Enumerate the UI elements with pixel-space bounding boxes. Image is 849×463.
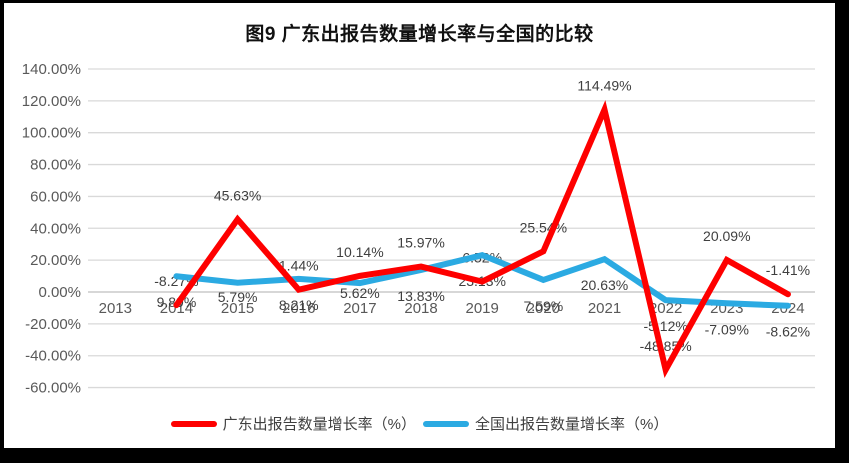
- y-axis-tick-label: 120.00%: [22, 93, 81, 110]
- data-label-national: 5.62%: [340, 285, 380, 301]
- y-axis-tick-label: 40.00%: [30, 220, 81, 237]
- x-axis-tick-label: 2013: [99, 300, 132, 317]
- series-line-guangdong: [173, 100, 791, 379]
- legend-item-guangdong: 广东出报告数量增长率（%）: [170, 413, 416, 434]
- legend-swatch-blue-line: [423, 420, 469, 427]
- y-axis-tick-label: -60.00%: [25, 380, 81, 397]
- data-label-guangdong: 114.49%: [577, 78, 631, 94]
- x-axis-tick-label: 2020: [527, 300, 560, 317]
- data-label-guangdong: 10.14%: [336, 244, 383, 260]
- data-label-guangdong: 45.63%: [214, 187, 261, 203]
- y-axis-tick-label: 100.00%: [22, 125, 81, 142]
- chart-title: 图9 广东出报告数量增长率与全国的比较: [245, 24, 594, 45]
- data-label-national: 5.79%: [218, 289, 258, 305]
- series-line-national: [173, 252, 791, 309]
- y-axis-tick-label: 60.00%: [30, 188, 81, 205]
- x-axis-tick-label: 2017: [343, 300, 376, 317]
- data-label-guangdong: 25.54%: [520, 219, 567, 235]
- legend: 广东出报告数量增长率（%） 全国出报告数量增长率（%）: [4, 413, 835, 434]
- legend-label-national: 全国出报告数量增长率（%）: [475, 416, 669, 433]
- data-label-national: -7.09%: [705, 321, 749, 337]
- y-axis-tick-label: 80.00%: [30, 157, 81, 174]
- data-label-guangdong: 20.09%: [703, 228, 750, 244]
- x-axis-tick-label: 2014: [160, 300, 193, 317]
- data-label-national: 7.59%: [523, 298, 563, 314]
- data-label-national: -8.62%: [766, 324, 810, 340]
- x-axis-tick-label: 2015: [221, 300, 254, 317]
- y-axis-tick-label: -20.00%: [25, 316, 81, 333]
- x-axis-tick-label: 2016: [282, 300, 315, 317]
- x-axis-tick-label: 2019: [466, 300, 499, 317]
- data-label-national: 20.63%: [581, 277, 628, 293]
- x-axis-tick-label: 2022: [649, 300, 682, 317]
- data-label-national: 8.21%: [279, 297, 319, 313]
- legend-item-national: 全国出报告数量增长率（%）: [423, 413, 668, 434]
- y-axis-tick-label: 0.00%: [38, 284, 81, 301]
- data-label-guangdong: 1.44%: [279, 258, 319, 274]
- x-axis-tick-label: 2021: [588, 300, 621, 317]
- y-axis-tick-label: -40.00%: [25, 348, 81, 365]
- x-axis-tick-label: 2018: [404, 300, 437, 317]
- chart-canvas: [4, 3, 835, 448]
- y-axis-tick-label: 20.00%: [30, 252, 81, 269]
- data-label-guangdong: -1.41%: [766, 262, 810, 278]
- data-label-national: -5.12%: [643, 318, 687, 334]
- legend-swatch-red-line: [170, 420, 217, 427]
- data-label-guangdong: 15.97%: [397, 235, 444, 251]
- legend-label-guangdong: 广东出报告数量增长率（%）: [222, 416, 416, 433]
- y-axis-tick-label: 140.00%: [22, 61, 81, 78]
- data-label-national: 13.83%: [397, 288, 444, 304]
